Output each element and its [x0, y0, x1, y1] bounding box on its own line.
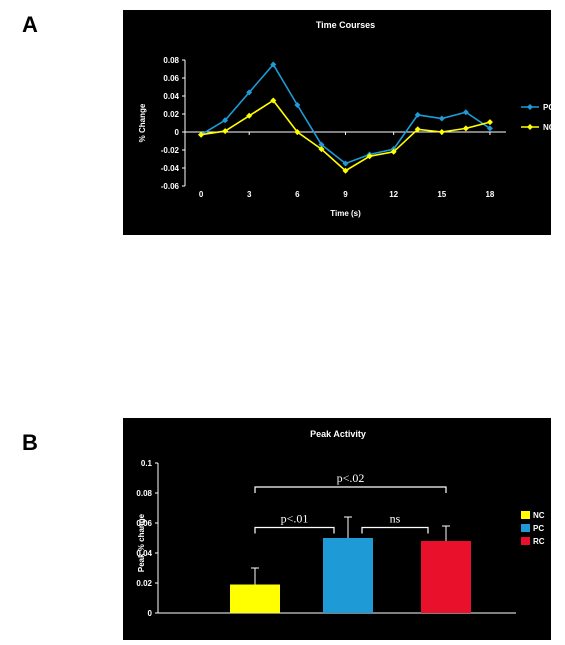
bar-nc [230, 584, 280, 613]
bar-pc [323, 538, 373, 613]
x-tick-label: 6 [295, 190, 300, 199]
data-point-pc [342, 160, 349, 167]
series-line-nc [200, 99, 491, 172]
data-point-nc [366, 153, 373, 160]
x-tick-label: 18 [485, 190, 494, 199]
legend-label-nc: NC [543, 123, 551, 132]
x-tick-label: 0 [199, 190, 204, 199]
data-point-nc [486, 119, 493, 126]
data-point-pc [486, 125, 493, 132]
y-tick-label: 0.06 [136, 519, 152, 528]
data-point-nc [438, 129, 445, 135]
x-tick-label: 9 [343, 190, 348, 199]
significance-label: ns [390, 512, 401, 526]
data-point-nc [222, 128, 229, 135]
panel-label-b: B [22, 430, 38, 455]
y-tick-label: 0.06 [163, 74, 179, 83]
peak-activity-svg: Peak Activity 0 0.02 0.04 0.06 0.08 0.1 Peak % … [136, 429, 545, 618]
y-tick-label: 0 [175, 128, 180, 137]
significance-bracket [254, 526, 335, 534]
y-axis-label: Peak % change [137, 513, 146, 572]
legend-swatch-rc [521, 537, 530, 545]
x-tick-label: 3 [247, 190, 252, 199]
peak-activity-chart: Peak Activity 0 0.02 0.04 0.06 0.08 0.1 Peak % … [123, 418, 551, 640]
time-courses-svg: Time Courses -0.06 -0.04 -0.02 0 0.02 0.04 0.06… [138, 20, 555, 218]
panel-label-a: A [22, 12, 38, 37]
legend-marker-nc [527, 124, 533, 130]
legend-marker-pc [527, 104, 533, 110]
bar-rc [421, 541, 471, 613]
data-point-pc [414, 111, 421, 118]
y-tick-label: 0.1 [141, 459, 153, 468]
legend-label-nc: NC [533, 511, 545, 520]
chart-title: Peak Activity [310, 429, 366, 439]
data-point-pc [294, 102, 301, 108]
legend-label-rc: RC [533, 537, 545, 546]
data-point-nc [414, 126, 421, 133]
data-point-pc [318, 141, 325, 148]
legend-swatch-pc [521, 524, 530, 532]
data-point-pc [246, 89, 253, 96]
data-point-nc [246, 112, 253, 119]
data-point-pc [462, 109, 469, 116]
legend-swatch-nc [521, 511, 530, 519]
legend-label-pc: PC [543, 103, 551, 112]
data-point-pc [438, 115, 445, 122]
significance-bracket [361, 526, 429, 534]
y-tick-label: -0.06 [161, 182, 180, 191]
x-tick-label: 15 [437, 190, 446, 199]
time-courses-chart: Time Courses -0.06 -0.04 -0.02 0 0.02 0.04 0.06… [123, 10, 555, 235]
y-axis-label: % Change [138, 103, 147, 142]
series-line-pc [200, 63, 491, 165]
significance-bracket [254, 486, 447, 493]
x-tick-label: 12 [389, 190, 398, 199]
data-point-nc [294, 129, 301, 135]
y-tick-label: 0.02 [163, 110, 179, 119]
data-point-pc [222, 117, 229, 124]
data-point-nc [270, 97, 277, 104]
y-tick-label: 0.04 [163, 92, 179, 101]
significance-label: p<.02 [337, 471, 365, 485]
y-tick-label: -0.04 [161, 164, 180, 173]
y-tick-label: 0.02 [136, 579, 152, 588]
y-tick-label: 0.04 [136, 549, 152, 558]
data-point-nc [318, 146, 325, 153]
data-point-pc [270, 61, 277, 68]
y-tick-label: 0 [148, 609, 153, 618]
significance-label: p<.01 [281, 512, 309, 526]
y-tick-label: 0.08 [163, 56, 179, 65]
y-tick-label: -0.02 [161, 146, 180, 155]
data-point-nc [198, 131, 205, 138]
legend-label-pc: PC [533, 524, 544, 533]
y-tick-label: 0.08 [136, 489, 152, 498]
data-point-nc [342, 167, 349, 174]
chart-title: Time Courses [316, 20, 375, 30]
data-point-nc [390, 148, 397, 155]
data-point-nc [462, 125, 469, 132]
x-axis-label: Time (s) [330, 209, 361, 218]
